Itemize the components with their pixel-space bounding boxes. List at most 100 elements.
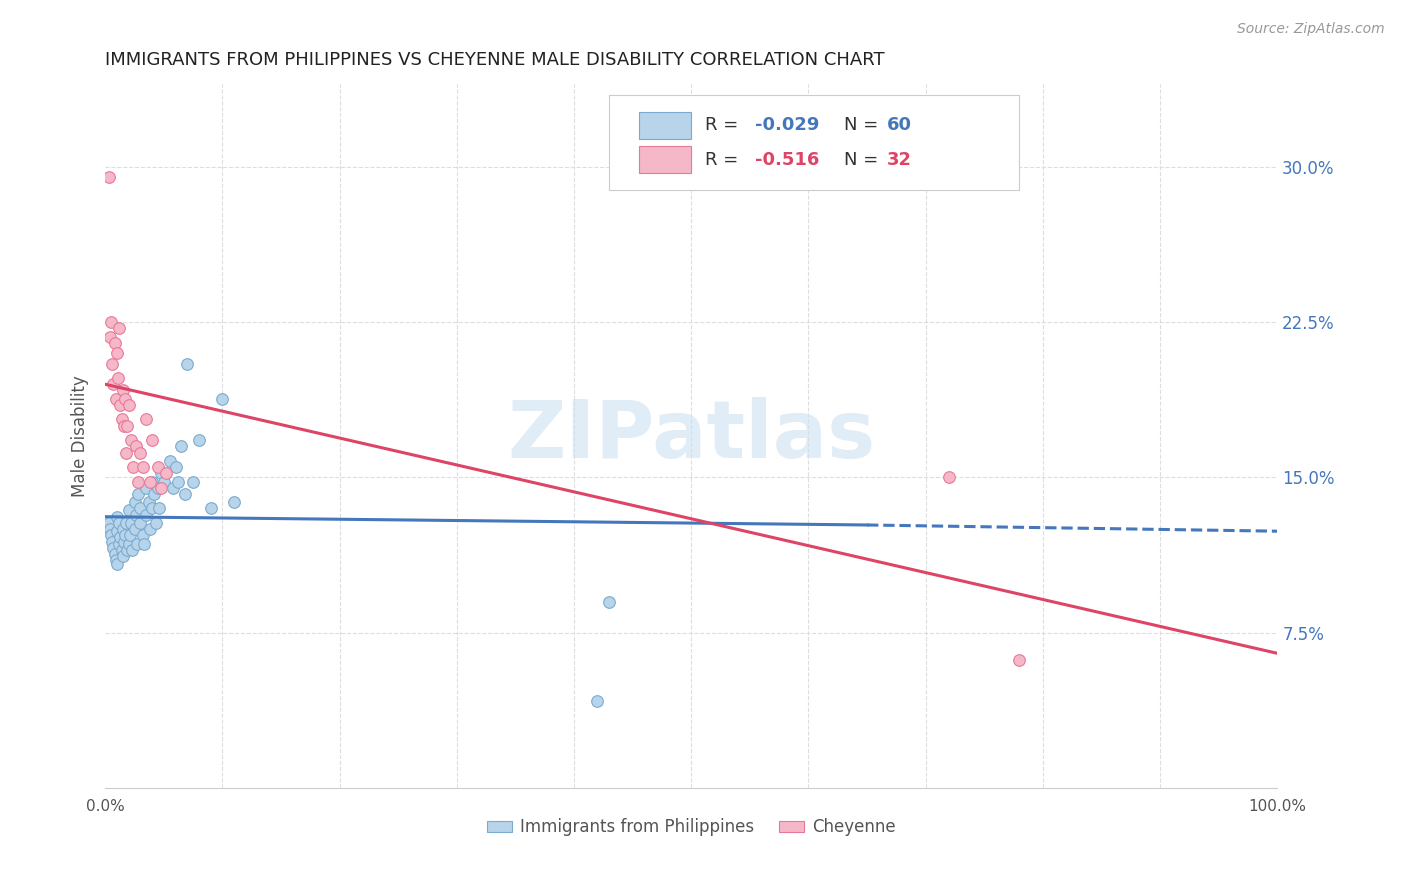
Text: N =: N = xyxy=(844,151,883,169)
Text: IMMIGRANTS FROM PHILIPPINES VS CHEYENNE MALE DISABILITY CORRELATION CHART: IMMIGRANTS FROM PHILIPPINES VS CHEYENNE … xyxy=(105,51,884,69)
Point xyxy=(141,475,163,489)
Text: ZIPatlas: ZIPatlas xyxy=(508,397,876,475)
Point xyxy=(170,439,193,453)
Point xyxy=(101,357,124,371)
Point xyxy=(162,481,184,495)
Point xyxy=(118,528,141,542)
Point xyxy=(110,398,132,412)
Point xyxy=(125,508,148,522)
Point xyxy=(125,439,148,453)
Point xyxy=(115,445,138,459)
Point xyxy=(129,501,152,516)
Point xyxy=(122,460,145,475)
Point xyxy=(103,335,125,350)
Point xyxy=(143,487,166,501)
Point xyxy=(135,508,157,522)
Point xyxy=(111,542,134,557)
Point xyxy=(111,522,134,536)
Point xyxy=(167,475,190,489)
Point xyxy=(127,487,149,501)
Point xyxy=(121,542,143,557)
Point xyxy=(150,467,173,481)
Point xyxy=(100,528,122,542)
Point xyxy=(103,377,125,392)
Text: -0.516: -0.516 xyxy=(755,151,818,169)
Point xyxy=(114,528,136,542)
Point xyxy=(115,516,138,530)
Point xyxy=(145,516,167,530)
Text: -0.029: -0.029 xyxy=(755,116,818,134)
Point xyxy=(125,536,148,550)
Point xyxy=(107,371,129,385)
Point xyxy=(132,536,155,550)
Point xyxy=(586,694,609,708)
Y-axis label: Male Disability: Male Disability xyxy=(72,376,89,497)
Point xyxy=(111,384,134,398)
Point xyxy=(146,481,169,495)
Point xyxy=(135,412,157,426)
Point xyxy=(153,475,176,489)
Point xyxy=(98,329,121,343)
Point xyxy=(108,516,131,530)
Point xyxy=(101,534,124,549)
Point xyxy=(120,433,142,447)
Point xyxy=(150,481,173,495)
Point xyxy=(188,433,211,447)
FancyBboxPatch shape xyxy=(638,112,692,139)
FancyBboxPatch shape xyxy=(609,95,1019,190)
Point xyxy=(211,392,233,406)
Point xyxy=(118,503,141,517)
Point xyxy=(111,549,134,563)
Point xyxy=(104,392,127,406)
Point xyxy=(108,536,131,550)
Point xyxy=(105,346,128,360)
FancyBboxPatch shape xyxy=(638,146,692,173)
Point xyxy=(139,475,162,489)
Point xyxy=(124,522,146,536)
Point xyxy=(118,398,141,412)
Point xyxy=(1008,652,1031,666)
Point xyxy=(97,170,120,185)
Point xyxy=(100,315,122,329)
Legend: Immigrants from Philippines, Cheyenne: Immigrants from Philippines, Cheyenne xyxy=(479,812,903,843)
Point xyxy=(174,487,197,501)
Point xyxy=(938,470,960,484)
Point xyxy=(97,516,120,530)
Point xyxy=(103,547,125,561)
Point xyxy=(117,542,139,557)
Point xyxy=(159,454,181,468)
Point xyxy=(129,516,152,530)
Point xyxy=(103,541,125,555)
Text: R =: R = xyxy=(706,116,744,134)
Point xyxy=(120,516,142,530)
Point xyxy=(112,418,135,433)
Point xyxy=(155,467,177,481)
Point xyxy=(598,594,620,608)
Point xyxy=(118,536,141,550)
Point xyxy=(98,522,121,536)
Text: 32: 32 xyxy=(887,151,912,169)
Point xyxy=(176,357,198,371)
Point xyxy=(105,524,128,539)
Text: N =: N = xyxy=(844,116,883,134)
Point xyxy=(148,501,170,516)
Point xyxy=(114,392,136,406)
Point xyxy=(127,475,149,489)
Point xyxy=(139,522,162,536)
Point xyxy=(132,460,155,475)
Point xyxy=(135,481,157,495)
Text: 60: 60 xyxy=(887,116,912,134)
Point xyxy=(146,460,169,475)
Point xyxy=(104,553,127,567)
Point xyxy=(124,495,146,509)
Point xyxy=(112,534,135,549)
Point xyxy=(110,530,132,544)
Point xyxy=(108,321,131,335)
Point xyxy=(141,433,163,447)
Point xyxy=(141,501,163,516)
Point xyxy=(224,495,246,509)
Text: Source: ZipAtlas.com: Source: ZipAtlas.com xyxy=(1237,22,1385,37)
Point xyxy=(105,509,128,524)
Point xyxy=(200,501,222,516)
Point xyxy=(117,418,139,433)
